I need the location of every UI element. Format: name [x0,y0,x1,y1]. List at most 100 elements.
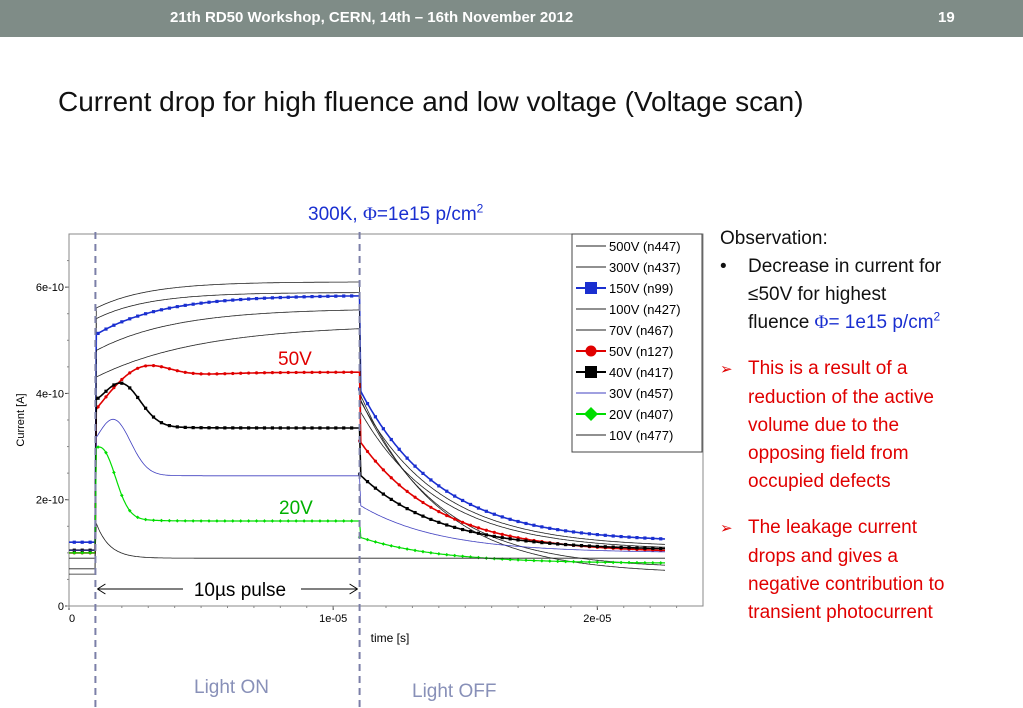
series-point-8 [80,551,85,555]
legend-marker-diamond [584,407,598,421]
series-point-8 [88,551,92,555]
series-point-8 [643,560,647,565]
series-point-2 [350,294,354,298]
result-2-line: negative contribution to [748,574,945,595]
series-point-5 [476,526,481,530]
series-point-2 [88,540,92,544]
series-point-6 [334,426,338,430]
series-point-5 [413,495,417,499]
series-point-5 [492,530,496,534]
series-point-2 [112,323,116,327]
series-point-2 [247,297,251,301]
series-point-6 [540,541,544,545]
series-point-5 [286,370,290,375]
series-point-6 [294,426,298,430]
series-point-6 [286,426,290,430]
series-point-2 [144,312,148,316]
arrow-bullet-icon: ➢ [720,361,733,378]
series-point-2 [413,464,417,468]
chart-title-sup: 2 [476,201,484,216]
x-axis-label: time [s] [371,631,410,645]
series-point-8 [444,552,449,557]
series-point-2 [159,308,164,312]
series-point-6 [484,533,488,537]
series-point-8 [230,519,235,523]
current-vs-time-chart: 0 2e-10 4e-10 6e-10 0 1e-05 2e-05 time [s] Curre… [15,232,704,708]
series-point-8 [159,518,164,523]
series-point-2 [468,502,473,507]
series-point-2 [72,540,76,544]
series-point-5 [508,534,512,538]
series-point-5 [326,370,330,374]
series-point-6 [548,541,552,545]
series-point-8 [635,560,639,565]
legend-label: 50V (n127) [609,344,673,359]
series-point-6 [659,546,663,551]
series-point-5 [247,371,251,375]
series-point-6 [239,426,243,430]
series-point-8 [167,518,172,523]
series-point-6 [191,426,195,430]
result-1-line: reduction of the active [748,387,934,408]
series-point-8 [603,560,608,565]
series-point-2 [215,299,219,304]
series-point-5 [270,371,275,375]
series-point-8 [199,519,203,523]
series-point-5 [151,364,156,368]
series-point-2 [183,303,187,307]
light-off-label: Light OFF [412,681,496,702]
series-point-5 [365,449,370,454]
series-point-5 [389,476,393,480]
series-point-5 [254,371,259,375]
series-point-6 [627,546,631,550]
series-point-6 [373,486,378,490]
series-point-6 [619,545,623,550]
series-point-2 [659,537,663,541]
series-point-5 [302,370,306,374]
series-point-5 [191,371,195,375]
series-point-8 [524,558,528,563]
series-point-2 [651,536,655,541]
series-point-6 [571,543,576,547]
fluence-label: fluence [748,312,815,333]
series-point-6 [342,426,346,430]
series-point-8 [215,519,219,523]
series-point-5 [500,532,504,536]
series-point-6 [579,543,584,548]
series-point-6 [500,536,504,540]
bullet-1-line-2: ≤50V for highest [720,281,1015,309]
series-point-8 [120,493,124,498]
series-point-6 [278,426,282,430]
series-point-8 [532,558,536,563]
series-point-5 [405,489,409,493]
series-point-6 [492,534,496,538]
series-point-8 [595,560,600,564]
series-point-6 [254,426,259,430]
series-point-2 [389,437,393,442]
series-point-5 [437,510,441,514]
y-tick-label: 6e-10 [36,282,64,294]
series-point-6 [104,389,108,393]
series-point-2 [262,296,267,300]
series-point-8 [500,557,505,561]
workshop-title: 21th RD50 Workshop, CERN, 14th – 16th No… [170,9,574,26]
series-point-2 [429,478,433,482]
series-point-8 [262,519,267,523]
label-20v: 20V [279,498,313,519]
series-point-8 [611,560,615,565]
series-point-2 [564,529,568,533]
phi-symbol: Φ [362,204,377,225]
series-point-6 [564,542,568,547]
arrow-left-head [97,583,106,595]
series-point-8 [492,556,497,561]
series-point-6 [429,517,433,521]
legend-label: 30V (n457) [609,386,673,401]
series-point-6 [96,396,100,400]
series-point-2 [476,506,481,510]
series-point-5 [350,370,354,374]
series-point-8 [413,548,417,553]
series-point-8 [254,519,259,523]
series-line-7 [69,418,665,553]
series-point-8 [127,508,132,513]
series-point-2 [223,299,227,303]
